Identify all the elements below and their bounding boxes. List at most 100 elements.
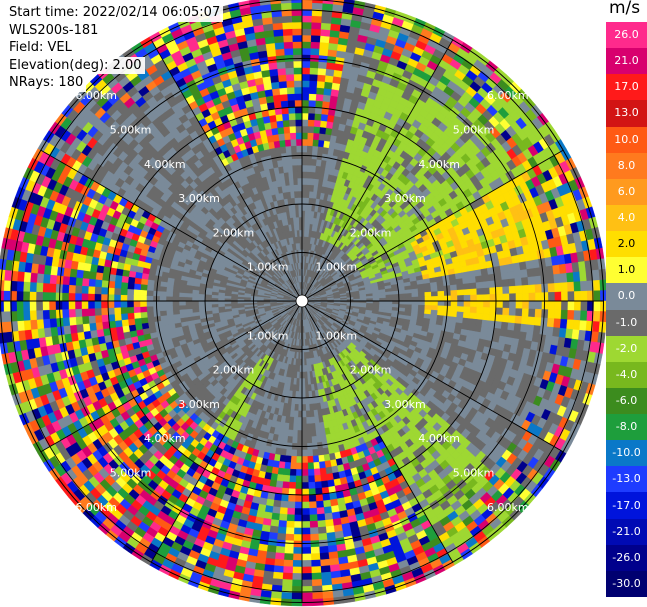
velocity-cell [306,171,312,179]
velocity-cell [527,276,536,286]
velocity-cell [287,494,296,503]
velocity-cell [322,591,334,600]
velocity-cell [301,566,312,574]
velocity-cell [286,436,293,444]
velocity-cell [304,371,308,379]
velocity-cell [437,295,445,302]
velocity-cell [553,318,562,329]
velocity-cell [283,553,294,561]
velocity-cell [264,557,276,566]
velocity-cell [392,293,400,299]
velocity-cell [291,592,303,600]
velocity-cell [290,449,298,457]
velocity-cell [514,277,523,287]
velocity-cell [385,297,393,302]
velocity-cell [326,531,336,540]
velocity-cell [311,28,322,36]
velocity-cell [418,300,426,306]
velocity-cell [304,378,309,386]
velocity-cell [566,319,575,330]
velocity-cell [295,462,303,470]
velocity-cell [475,312,484,321]
velocity-cell [301,430,307,438]
velocity-cell [307,455,314,464]
velocity-cell [559,272,568,284]
velocity-cell [301,93,310,101]
velocity-cell [328,42,339,51]
velocity-cell [311,592,324,600]
velocity-cell [274,552,285,561]
velocity-cell [289,468,297,477]
velocity-cell [520,323,529,333]
velocity-cell [547,283,556,293]
velocity-cell [513,323,522,332]
velocity-cell [318,461,326,469]
velocity-cell [301,508,310,516]
velocity-cell [520,269,529,279]
velocity-cell [318,545,329,554]
velocity-cell [323,87,333,96]
velocity-cell [301,540,311,548]
velocity-cell [278,513,288,522]
velocity-cell [301,60,311,68]
velocity-cell [294,397,299,405]
velocity-cell [430,305,439,311]
velocity-cell [315,435,323,443]
velocity-cell [437,305,445,312]
velocity-cell [437,290,445,297]
velocity-cell [456,311,464,319]
velocity-cell [561,291,569,302]
velocity-cell [437,310,445,317]
velocity-cell [272,499,282,508]
velocity-cell [301,28,312,36]
velocity-cell [321,15,333,24]
velocity-cell [305,184,311,192]
velocity-cell [379,294,387,299]
velocity-cell [281,579,293,587]
velocity-cell [480,268,489,276]
velocity-cell [301,99,310,107]
velocity-cell [293,416,299,425]
velocity-cell [310,41,321,49]
velocity-cell [540,274,549,285]
velocity-cell [307,384,312,392]
velocity-cell [474,269,482,277]
velocity-cell [528,308,536,318]
velocity-cell [311,566,322,574]
velocity-cell [417,304,426,310]
velocity-cell [286,507,296,516]
velocity-cell [405,300,413,306]
velocity-cell [301,482,309,490]
velocity-cell [502,286,510,295]
velocity-cell [310,546,320,555]
velocity-cell [273,558,285,567]
velocity-cell [469,288,478,296]
velocity-cell [298,384,303,392]
velocity-cell [307,119,315,127]
velocity-cell [522,300,530,310]
velocity-cell [284,461,291,470]
velocity-cell [309,67,319,75]
velocity-cell [308,403,314,411]
velocity-cell [319,41,330,50]
velocity-cell [476,294,484,302]
velocity-cell [592,321,601,333]
velocity-cell [456,306,465,313]
velocity-cell [424,291,432,297]
velocity-cell [309,60,319,69]
velocity-cell [301,54,311,62]
velocity-cell [320,474,328,482]
velocity-cell [294,508,303,516]
velocity-cell [312,455,320,463]
velocity-cell [398,293,406,298]
velocity-cell [325,68,335,77]
velocity-cell [312,448,319,457]
velocity-cell [301,190,307,198]
velocity-cell [293,534,303,542]
velocity-cell [449,279,457,286]
velocity-cell [311,21,322,30]
velocity-cell [463,306,471,314]
velocity-cell [462,283,471,290]
velocity-cell [321,578,333,587]
velocity-cell [265,551,276,560]
